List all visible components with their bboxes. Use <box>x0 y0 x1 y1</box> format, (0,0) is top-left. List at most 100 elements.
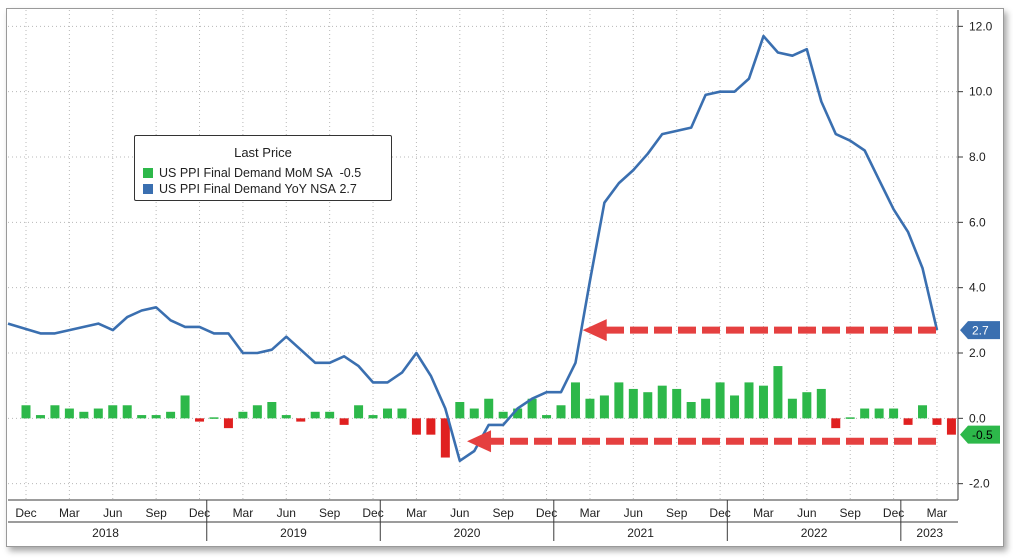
x-tick-label: Sep <box>666 506 688 520</box>
legend-entry-mom: US PPI Final Demand MoM SA -0.5 <box>143 166 361 180</box>
bar <box>469 408 479 419</box>
x-tick-label: Sep <box>319 506 341 520</box>
bar <box>122 405 132 419</box>
bar <box>946 418 956 435</box>
bar <box>542 415 552 419</box>
bar <box>773 366 783 419</box>
x-tick-label: Sep <box>840 506 862 520</box>
bar <box>845 417 855 419</box>
x-tick-label: Sep <box>493 506 515 520</box>
legend-title: Last Price <box>234 145 292 160</box>
bar <box>889 408 899 419</box>
bar <box>686 402 696 419</box>
bar <box>209 417 219 419</box>
bar <box>918 405 928 419</box>
y-tick-label: -2.0 <box>969 477 990 491</box>
bar <box>816 388 826 419</box>
bar <box>180 395 190 419</box>
bar <box>831 418 841 429</box>
x-tick-label: Dec <box>883 506 904 520</box>
bar <box>455 402 465 419</box>
bar <box>932 418 942 425</box>
bar <box>787 398 797 419</box>
y-tick-label: 10.0 <box>969 85 993 99</box>
y-tick-label: 2.0 <box>969 346 986 360</box>
bar <box>50 405 60 419</box>
legend-entry-yoy: US PPI Final Demand YoY NSA 2.7 <box>143 182 357 196</box>
bar <box>267 402 277 419</box>
x-tick-label: Mar <box>59 506 80 520</box>
bar <box>383 408 392 419</box>
last-value-label: -0.5 <box>972 428 993 442</box>
last-value-tag <box>960 321 1000 340</box>
bar <box>570 382 580 419</box>
bar <box>672 388 682 419</box>
bar <box>744 382 754 419</box>
legend-value-mom: -0.5 <box>339 166 362 180</box>
y-tick-label: 12.0 <box>969 19 993 33</box>
bar <box>802 392 812 419</box>
bar <box>397 408 407 419</box>
x-tick-label: Dec <box>362 506 383 520</box>
legend: Last Price US PPI Final Demand MoM SA -0… <box>134 135 392 201</box>
year-label: 2019 <box>280 526 307 540</box>
x-tick-label: Sep <box>145 506 167 520</box>
x-tick-label: Jun <box>624 506 643 520</box>
bar <box>715 382 725 419</box>
year-label: 2022 <box>801 526 828 540</box>
bar <box>281 415 291 419</box>
year-label: 2018 <box>92 526 119 540</box>
bar <box>354 405 364 419</box>
annotation-arrow-head <box>582 319 607 342</box>
bar <box>614 382 624 419</box>
bar <box>657 385 667 419</box>
bar <box>628 388 638 419</box>
legend-swatch-mom <box>143 168 153 178</box>
bar <box>758 385 768 419</box>
bar <box>585 398 595 419</box>
x-tick-label: Jun <box>277 506 296 520</box>
y-tick-label: 8.0 <box>969 150 986 164</box>
legend-value-yoy: 2.7 <box>339 182 357 196</box>
bar <box>860 408 870 419</box>
x-tick-label: Dec <box>189 506 210 520</box>
bar <box>903 418 913 425</box>
bar <box>252 405 262 419</box>
yoy-line <box>7 34 939 463</box>
bar <box>484 398 494 419</box>
last-value-label: 2.7 <box>972 324 989 338</box>
bar <box>108 405 118 419</box>
bar <box>21 405 31 419</box>
chart-frame <box>6 8 1004 547</box>
bar <box>527 398 537 419</box>
bar <box>64 408 74 419</box>
axes: 12.0 10.0 8.0 6.0 4.0 2.0 0.0 -2.0 2.7 -0.5 Dec Mar… <box>8 10 1000 541</box>
x-tick-label: Mar <box>580 506 601 520</box>
bar <box>426 418 436 435</box>
arrow-annotations <box>467 319 936 453</box>
legend-swatch-yoy <box>143 184 153 194</box>
bar <box>296 418 306 422</box>
bar <box>411 418 421 435</box>
bar <box>440 418 450 458</box>
bar <box>223 418 233 429</box>
bar <box>874 408 884 419</box>
mom-bars <box>21 366 956 458</box>
year-label: 2020 <box>454 526 481 540</box>
bar <box>368 415 378 419</box>
bar <box>238 411 248 419</box>
bar <box>35 415 45 419</box>
x-tick-label: Mar <box>753 506 774 520</box>
yoy-series-line <box>7 34 939 463</box>
x-tick-label: Mar <box>233 506 254 520</box>
bar <box>339 418 349 425</box>
year-label: 2023 <box>916 526 943 540</box>
x-tick-label: Dec <box>709 506 730 520</box>
x-tick-label: Jun <box>450 506 469 520</box>
bar <box>730 395 740 419</box>
bar <box>513 408 523 419</box>
bar <box>556 405 566 419</box>
bar <box>701 398 711 419</box>
bar <box>79 411 89 419</box>
